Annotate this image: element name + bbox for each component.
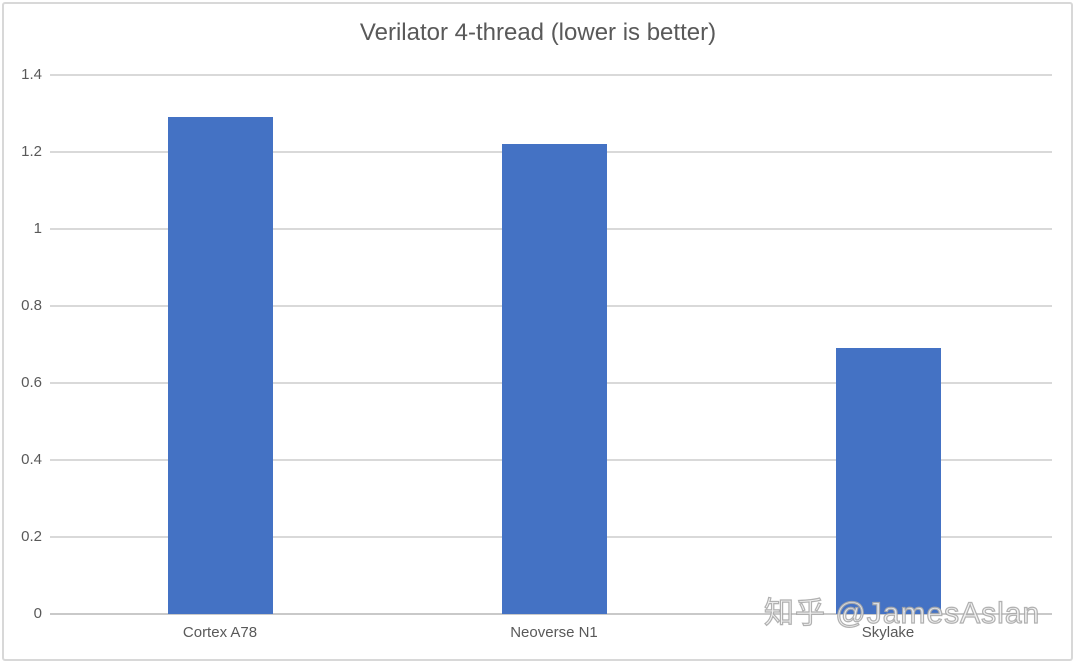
x-axis-line <box>50 613 1052 615</box>
chart-title: Verilator 4-thread (lower is better) <box>359 19 717 46</box>
bar-cortex-a78 <box>167 117 273 614</box>
y-axis-tick-label: 1.2 <box>21 143 42 160</box>
y-axis-tick-label: 0 <box>33 605 42 622</box>
bar-neoverse-n1 <box>501 144 607 614</box>
bar-skylake <box>835 348 941 614</box>
x-axis-category-label: Neoverse N1 <box>510 624 598 641</box>
x-axis-category-label: Cortex A78 <box>182 624 258 641</box>
y-axis-tick-label: 0.2 <box>21 528 42 545</box>
y-axis-tick-label: 0.8 <box>21 297 42 314</box>
y-axis-tick-label: 0.4 <box>21 451 42 468</box>
y-axis-tick-label: 0.6 <box>21 374 42 391</box>
y-axis-tick-label: 1 <box>33 220 42 237</box>
y-axis-tick-label: 1.4 <box>21 66 42 83</box>
x-axis-category-label: Skylake <box>861 624 915 641</box>
gridline <box>50 74 1052 76</box>
